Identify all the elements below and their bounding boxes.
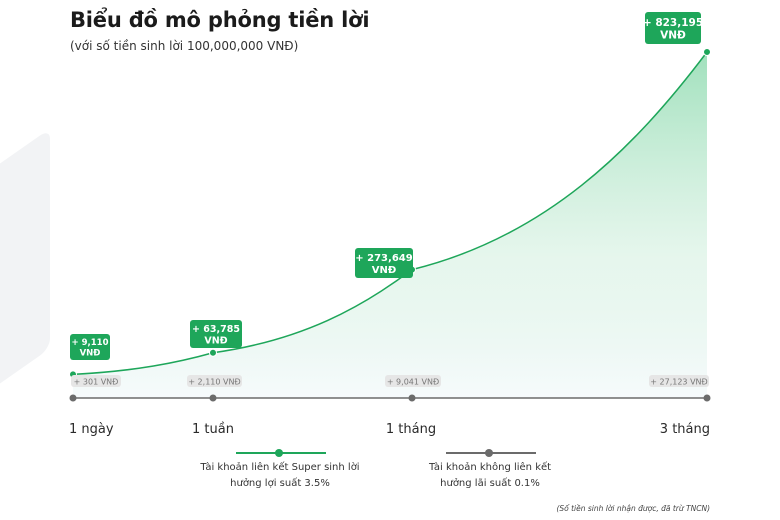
legend-super-text-2: hưởng lợi suất 3.5% [230, 478, 330, 489]
normal-value-label-2: + 2,110 VNĐ [188, 378, 240, 387]
chart-subtitle: (với số tiền sinh lời 100,000,000 VNĐ) [70, 39, 299, 53]
normal-point-4 [703, 394, 711, 402]
legend-normal-text-1: Tài khoản không liên kết [428, 462, 552, 473]
super-area-fill [73, 52, 707, 398]
normal-value-badge-3 [385, 375, 441, 387]
x-tick-label-4: 3 tháng [660, 422, 710, 437]
legend-normal-dot [485, 449, 493, 457]
super-point-4 [703, 48, 711, 56]
legend-super: Tài khoản liên kết Super sinh lời hưởng … [190, 449, 370, 492]
footnote: (Số tiền sinh lời nhận được, đã trừ TNCN… [556, 504, 710, 513]
legend-super-dot [275, 449, 283, 457]
x-tick-label-1: 1 ngày [69, 422, 114, 437]
super-value-badge-2 [190, 320, 242, 348]
x-tick-label-3: 1 tháng [386, 422, 436, 437]
legend-normal-line [446, 449, 536, 457]
normal-point-2 [209, 394, 217, 402]
legend-normal: Tài khoản không liên kết hưởng lãi suất … [400, 449, 580, 492]
normal-value-badge-4 [649, 375, 709, 387]
super-value-badge-1 [70, 334, 110, 360]
normal-point-1 [69, 394, 77, 402]
super-value-label-4-1: + 823,195 [643, 17, 703, 29]
super-value-label-2-1: + 63,785 [192, 324, 240, 335]
normal-value-label-1: + 301 VNĐ [74, 378, 119, 387]
normal-value-label-3: + 9,041 VNĐ [387, 378, 439, 387]
normal-point-3 [408, 394, 416, 402]
super-value-badge-3 [355, 248, 413, 278]
x-tick-label-2: 1 tuần [192, 422, 234, 437]
legend-normal-text-2: hưởng lãi suất 0.1% [440, 478, 540, 489]
super-value-label-4-2: VNĐ [660, 30, 686, 42]
legend-super-text-1: Tài khoản liên kết Super sinh lời [200, 462, 360, 473]
super-value-label-1-1: + 9,110 [72, 338, 109, 348]
super-value-label-3-1: + 273,649 [355, 253, 412, 264]
chart-title: Biểu đồ mô phỏng tiền lời [70, 8, 370, 32]
super-value-label-1-2: VNĐ [80, 349, 101, 359]
super-point-2 [209, 348, 217, 357]
super-value-label-3-2: VNĐ [372, 265, 397, 276]
normal-value-badge-1 [71, 375, 121, 387]
super-value-badge-4 [645, 12, 701, 44]
normal-value-badge-2 [187, 375, 242, 387]
super-series-line [72, 51, 708, 376]
normal-value-label-4: + 27,123 VNĐ [650, 378, 707, 387]
legend-super-line [236, 449, 326, 457]
super-value-label-2-2: VNĐ [204, 336, 227, 347]
